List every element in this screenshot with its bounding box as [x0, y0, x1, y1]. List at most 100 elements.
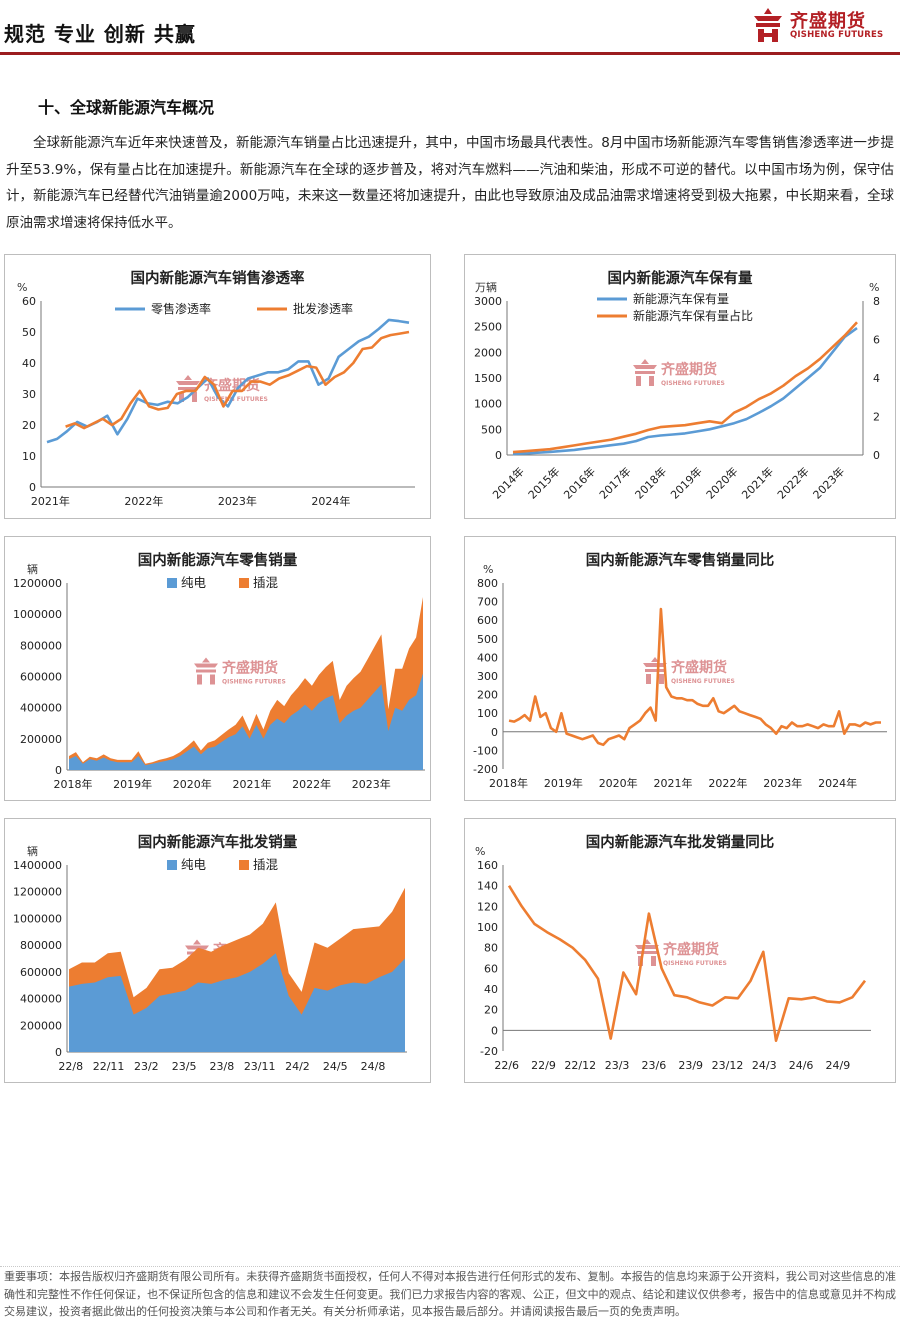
- logo-mark-icon: [754, 8, 782, 42]
- y-tick-label: 800000: [20, 639, 62, 652]
- y-tick-label: 800: [477, 577, 498, 590]
- y-tick-label: 1000: [474, 398, 502, 411]
- y-axis-unit: 辆: [27, 844, 38, 858]
- footer-divider: [0, 1266, 900, 1267]
- chart-title: 国内新能源汽车批发销量同比: [586, 833, 775, 851]
- y-tick-label: 60: [484, 962, 498, 975]
- disclaimer-footer: 重要事项：本报告版权归齐盛期货有限公司所有。未获得齐盛期货书面授权，任何人不得对…: [4, 1270, 896, 1318]
- y-axis-unit: 辆: [27, 562, 38, 576]
- legend-swatch-2: [239, 578, 249, 588]
- watermark-text: 齐盛期货: [671, 659, 727, 676]
- y-axis-unit: %: [483, 563, 493, 576]
- y-tick-label: 500: [481, 423, 502, 436]
- y-tick-label: 50: [22, 326, 36, 339]
- y-tick-label: 1200000: [13, 577, 62, 590]
- chart-penetration: 齐盛期货 QISHENG FUTURES 国内新能源汽车销售渗透率% 0 10 20 30 4…: [4, 254, 431, 519]
- y-tick-label: 400: [477, 651, 498, 664]
- y-tick-label: 20: [22, 419, 36, 432]
- area-series-1: [69, 953, 405, 1052]
- x-tick-label: 2023年: [810, 464, 847, 501]
- x-tick-label: 23/11: [244, 1060, 276, 1073]
- x-tick-label: 22/8: [58, 1060, 83, 1073]
- y-axis-unit: %: [17, 281, 27, 294]
- x-tick-label: 22/9: [531, 1059, 556, 1072]
- x-tick-label: 24/5: [323, 1060, 348, 1073]
- watermark-logo-icon: [643, 657, 667, 684]
- x-tick-label: 2014年: [489, 464, 526, 501]
- x-tick-label: 23/12: [712, 1059, 744, 1072]
- series-line-1: [46, 318, 410, 444]
- watermark: 齐盛期货 QISHENG FUTURES: [643, 657, 735, 685]
- y-tick-label: 1200000: [13, 886, 62, 899]
- x-tick-label: 2022年: [708, 776, 747, 790]
- y2-axis-unit: %: [869, 281, 879, 294]
- x-tick-label: 2019年: [113, 777, 152, 791]
- logo-text-en: QISHENG FUTURES: [790, 30, 884, 40]
- x-tick-label: 2021年: [31, 494, 70, 508]
- y-tick-label: 200000: [20, 1019, 62, 1032]
- y-tick-label: 300: [477, 670, 498, 683]
- y-tick-label: -100: [473, 744, 498, 757]
- y-tick-label: 140: [477, 880, 498, 893]
- x-tick-label: 22/11: [93, 1060, 125, 1073]
- series-line-1: [507, 885, 867, 1042]
- y-tick-label: 100: [477, 707, 498, 720]
- chart-title: 国内新能源汽车零售销量: [138, 551, 298, 569]
- y-tick-label: 1400000: [13, 859, 62, 872]
- y-tick-label: 700: [477, 596, 498, 609]
- y-tick-label: 0: [55, 764, 62, 777]
- y-axis-unit: 万辆: [475, 280, 497, 294]
- x-tick-label: 2022年: [124, 494, 163, 508]
- x-tick-label: 24/6: [789, 1059, 814, 1072]
- series-line-1: [512, 327, 858, 456]
- x-tick-label: 2023年: [218, 494, 257, 508]
- y-tick-label: 100: [477, 921, 498, 934]
- x-tick-label: 2024年: [311, 494, 350, 508]
- x-tick-label: 24/9: [826, 1059, 851, 1072]
- watermark-logo-icon: [176, 375, 200, 402]
- watermark-text-en: QISHENG FUTURES: [671, 678, 735, 685]
- chart-retail-yoy: 齐盛期货 QISHENG FUTURES 国内新能源汽车零售销量同比% -200 -10…: [464, 536, 896, 801]
- y-tick-label: 1000000: [13, 912, 62, 925]
- watermark-logo-icon: [194, 657, 218, 685]
- x-tick-label: 2016年: [561, 464, 598, 501]
- x-tick-label: 2020年: [599, 776, 638, 790]
- y-tick-label: 0: [491, 1024, 498, 1037]
- x-tick-label: 2021年: [654, 776, 693, 790]
- x-tick-label: 2024年: [818, 776, 857, 790]
- x-tick-label: 2020年: [703, 464, 740, 501]
- x-tick-label: 2021年: [232, 777, 271, 791]
- y-tick-label: 40: [484, 983, 498, 996]
- y2-tick-label: 0: [873, 449, 880, 462]
- y2-tick-label: 6: [873, 334, 880, 347]
- y-tick-label: 2500: [474, 321, 502, 334]
- y2-tick-label: 2: [873, 411, 880, 424]
- y-tick-label: 600000: [20, 966, 62, 979]
- y-tick-label: 500: [477, 633, 498, 646]
- y2-tick-label: 8: [873, 295, 880, 308]
- chart-retail-sales: 齐盛期货 QISHENG FUTURES 国内新能源汽车零售销量辆 0 200000 40…: [4, 536, 431, 801]
- y-tick-label: 400000: [20, 702, 62, 715]
- x-tick-label: 2018年: [489, 776, 528, 790]
- x-tick-label: 2019年: [667, 464, 704, 501]
- watermark-text: 齐盛期货: [661, 361, 717, 378]
- x-tick-label: 22/6: [494, 1059, 519, 1072]
- y-tick-label: 800000: [20, 939, 62, 952]
- y-tick-label: 160: [477, 859, 498, 872]
- series-line-2: [65, 330, 410, 430]
- legend-label-1: 零售渗透率: [151, 301, 211, 316]
- x-tick-label: 23/3: [605, 1059, 630, 1072]
- company-logo: 齐盛期货 QISHENG FUTURES: [750, 6, 890, 46]
- y-tick-label: 0: [29, 481, 36, 494]
- y-tick-label: 80: [484, 942, 498, 955]
- x-tick-label: 24/8: [361, 1060, 386, 1073]
- x-tick-label: 2023年: [763, 776, 802, 790]
- watermark-text-en: QISHENG FUTURES: [204, 396, 268, 403]
- x-tick-label: 24/3: [752, 1059, 777, 1072]
- watermark-logo-icon: [633, 359, 657, 386]
- section-title: 十、全球新能源汽车概况: [38, 98, 215, 117]
